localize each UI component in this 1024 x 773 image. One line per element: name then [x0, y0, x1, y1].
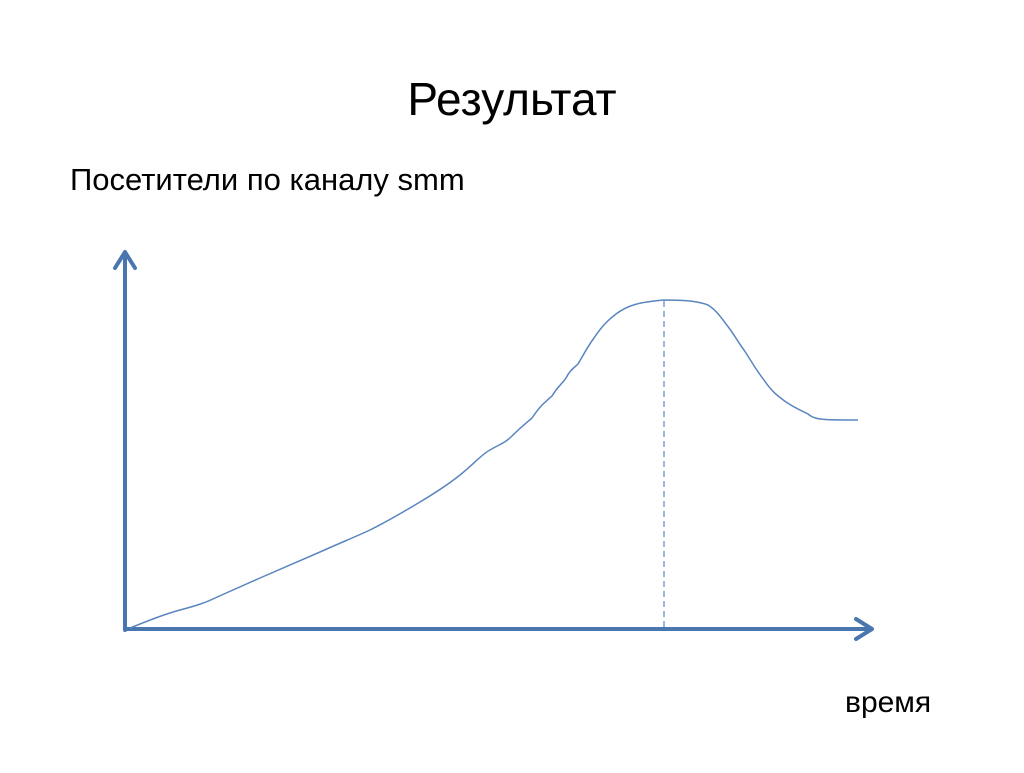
slide-subtitle: Посетители по каналу smm: [70, 162, 465, 197]
x-axis-arrow: [854, 617, 874, 641]
y-axis-arrow: [113, 250, 137, 270]
slide-title: Результат: [407, 73, 616, 125]
x-axis-label: время: [845, 686, 931, 719]
axes: [113, 250, 874, 641]
visitors-curve: [129, 299, 859, 629]
